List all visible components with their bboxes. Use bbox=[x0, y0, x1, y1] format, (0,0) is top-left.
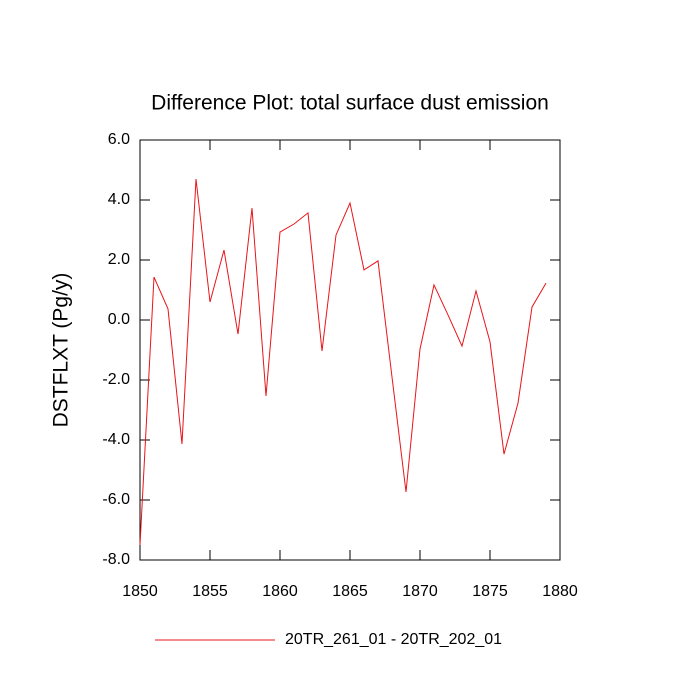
x-tick-label: 1880 bbox=[542, 583, 578, 600]
y-tick-label: -8.0 bbox=[102, 551, 130, 568]
x-tick-label: 1860 bbox=[262, 583, 298, 600]
y-axis-label: DSTFLXT (Pg/y) bbox=[50, 273, 73, 428]
data-line bbox=[139, 178, 547, 546]
y-tick-label: -2.0 bbox=[102, 371, 130, 388]
x-tick-label: 1865 bbox=[332, 583, 368, 600]
chart-title: Difference Plot: total surface dust emis… bbox=[151, 92, 549, 115]
x-tick-label: 1855 bbox=[192, 583, 228, 600]
y-tick-label: -6.0 bbox=[102, 491, 130, 508]
y-tick-label: 2.0 bbox=[108, 251, 130, 268]
x-tick-label: 1875 bbox=[472, 583, 508, 600]
y-tick-label: -4.0 bbox=[102, 431, 130, 448]
legend-label: 20TR_261_01 - 20TR_202_01 bbox=[285, 631, 502, 648]
y-tick-label: 4.0 bbox=[108, 191, 130, 208]
y-tick-label: 0.0 bbox=[108, 311, 130, 328]
x-tick-label: 1850 bbox=[122, 583, 158, 600]
x-tick-label: 1870 bbox=[402, 583, 438, 600]
y-tick-label: 6.0 bbox=[108, 131, 130, 148]
